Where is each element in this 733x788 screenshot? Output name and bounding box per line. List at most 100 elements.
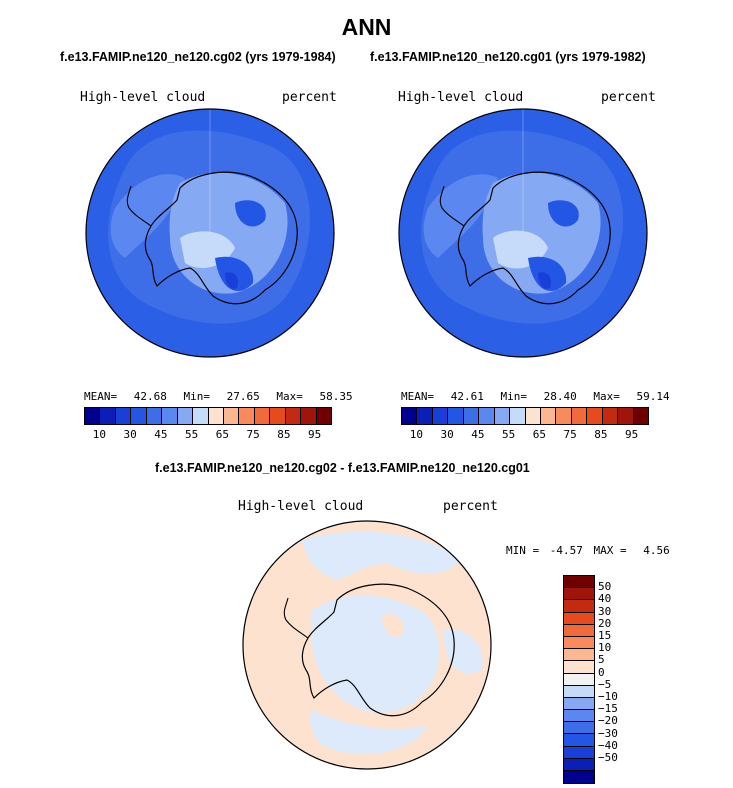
panel1-colorbar-swatch [162, 408, 178, 424]
diff-colorbar-tick-label: 5 [598, 653, 605, 667]
panel1-subtitle: f.e13.FAMIP.ne120_ne120.cg02 (yrs 1979-1… [60, 50, 336, 64]
page-title: ANN [341, 14, 392, 40]
panel2-colorbar-tick-label: 10 [409, 428, 423, 441]
panel2-mean-label: MEAN= [401, 390, 435, 403]
panel2-antarctica-coastline [457, 171, 611, 305]
panel2-colorbar-tick-label: 75 [563, 428, 577, 441]
panel2-units-label: percent [601, 90, 656, 105]
panel2-map-border [398, 108, 648, 358]
panel1-mean-label: MEAN= [84, 390, 118, 403]
panel2-south-core [538, 272, 552, 289]
diff-min-label: MIN = [506, 544, 540, 557]
diff-colorbar-tick-label: 20 [598, 616, 612, 630]
panel1-colorbar-swatch [193, 408, 209, 424]
diff-negative-patch-central [311, 595, 440, 713]
panel1-colorbar-swatch [316, 408, 331, 424]
diff-colorbar-swatch [564, 722, 594, 735]
panel2-colorbar-swatch [571, 408, 588, 424]
panel2-min-label: Min= [500, 390, 528, 403]
diff-map-border [242, 520, 492, 770]
panel1-max-label: Max= [276, 390, 303, 403]
diff-colorbar-swatch [564, 612, 594, 625]
panel1-colorbar-tick-label: 85 [277, 428, 291, 441]
diff-colorbar-swatch [564, 649, 594, 662]
panel1-colorbar [84, 407, 332, 425]
panel2-colorbar-swatch [402, 408, 418, 424]
panel1-min-value: 27.65 [226, 390, 260, 403]
panel1-outer-light-band [110, 174, 185, 258]
panel2-colorbar-swatch [463, 408, 480, 424]
panel2-colorbar-swatch [556, 408, 572, 424]
panel2-colorbar-tick-label: 85 [594, 428, 608, 441]
diff-negative-patch-north [302, 531, 462, 580]
panel1-colorbar-tick-label: 45 [154, 428, 168, 441]
panel1-colorbar-tick-label: 95 [308, 428, 322, 441]
panel2-colorbar-swatch [494, 408, 511, 424]
panel1-variable-label: High-level cloud [80, 90, 206, 105]
panel1-colorbar-swatch [146, 408, 163, 424]
panel1-polar-map [85, 108, 335, 358]
panel1-colorbar-tick-label: 55 [185, 428, 199, 441]
panel1-peninsula-coastline [126, 185, 152, 227]
panel2-max-value: 59.14 [636, 390, 670, 403]
panel2-colorbar-tick-label: 30 [440, 428, 454, 441]
panel1-antarctica-coastline [144, 171, 298, 305]
panel2-colorbar-swatch [432, 408, 449, 424]
panel2-stats: MEAN= 42.61 Min= 28.40 Max= 59.14 [401, 390, 670, 403]
diff-max-label: MAX = [593, 544, 627, 557]
diff-colorbar-swatch [564, 600, 594, 613]
panel1-colorbar-swatch [131, 408, 147, 424]
diff-colorbar-tick-label: −10 [598, 690, 618, 703]
panel2-colorbar-swatch [448, 408, 464, 424]
diff-colorbar-tick-label: −40 [598, 738, 618, 752]
diff-colorbar-tick-label: −30 [598, 726, 618, 740]
diff-colorbar-tick-label: 30 [598, 604, 612, 618]
panel1-colorbar-swatch [223, 408, 240, 424]
diff-colorbar-tick-label: −15 [598, 702, 618, 716]
diff-minmax: MIN = -4.57 MAX = 4.56 [506, 544, 670, 557]
diff-positive-inner [382, 613, 404, 638]
diff-subtitle: f.e13.FAMIP.ne120_ne120.cg02 - f.e13.FAM… [155, 461, 530, 475]
panel2-colorbar-swatch [540, 408, 557, 424]
panel2-colorbar-swatch [633, 408, 648, 424]
diff-colorbar-swatch [564, 588, 594, 601]
diff-antarctica-coastline [301, 583, 455, 717]
diff-colorbar-swatch [564, 636, 594, 650]
panel1-colorbar-swatch [100, 408, 116, 424]
diff-colorbar-swatch [564, 624, 594, 637]
panel2-polar-map [398, 108, 648, 358]
panel1-colorbar-swatch [285, 408, 302, 424]
panel2-colorbar-tick-label: 95 [625, 428, 639, 441]
panel2-colorbar-swatch [618, 408, 634, 424]
panel2-colorbar-tick-label: 55 [502, 428, 516, 441]
diff-colorbar-swatch [564, 746, 594, 759]
panel1-colorbar-tick-label: 30 [123, 428, 137, 441]
diff-peninsula-coastline [283, 597, 309, 639]
panel1-colorbar-tick-label: 65 [215, 428, 229, 441]
panel1-colorbar-ticks: 10 30 45 55 65 75 85 95 [84, 428, 330, 442]
panel1-south-core [225, 272, 239, 289]
diff-colorbar-swatch [564, 710, 594, 723]
diff-colorbar-tick-label: −5 [598, 677, 612, 691]
panel1-stats: MEAN= 42.68 Min= 27.65 Max= 58.35 [84, 390, 353, 403]
diff-colorbar-tick-label: −20 [598, 714, 618, 728]
diff-colorbar-tick-label: 50 [598, 580, 612, 594]
panel1-colorbar-swatch [254, 408, 271, 424]
panel1-colorbar-swatch [208, 408, 224, 424]
panel1-colorbar-swatch [177, 408, 194, 424]
panel1-colorbar-swatch [85, 408, 101, 424]
diff-variable-label: High-level cloud [238, 499, 364, 514]
panel1-mean-value: 42.68 [133, 390, 167, 403]
diff-min-value: -4.57 [549, 544, 583, 557]
panel2-colorbar-tick-label: 65 [532, 428, 546, 441]
panel2-colorbar [401, 407, 649, 425]
diff-negative-patch-south [310, 710, 427, 755]
panel2-colorbar-ticks: 10 30 45 55 65 75 85 95 [401, 428, 647, 442]
panel1-colorbar-swatch [270, 408, 286, 424]
panel1-max-value: 58.35 [319, 390, 353, 403]
diff-colorbar-tick-label: 40 [598, 592, 612, 606]
panel2-max-label: Max= [593, 390, 620, 403]
panel2-peninsula-coastline [439, 185, 465, 227]
panel2-colorbar-swatch [479, 408, 495, 424]
diff-colorbar-tick-label: 15 [598, 629, 612, 642]
